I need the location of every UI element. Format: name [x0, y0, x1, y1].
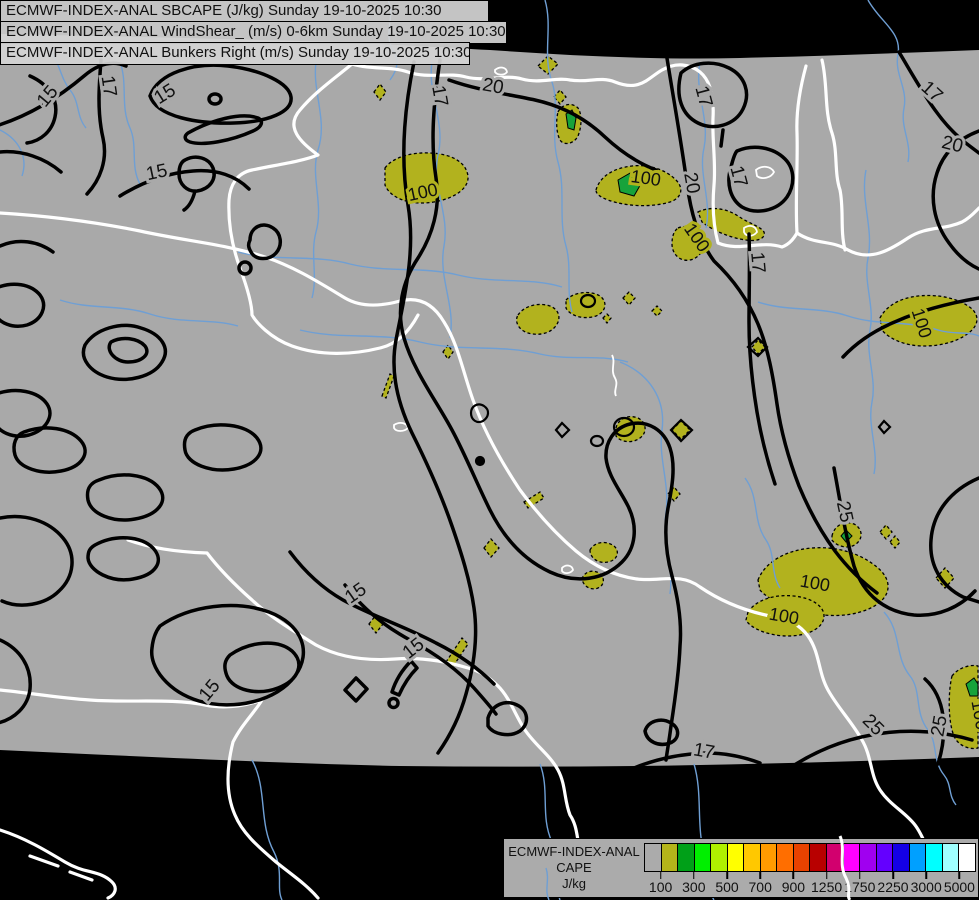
legend-tick-mark [659, 872, 662, 879]
legend-color-cell [645, 844, 662, 871]
windshear-contour-label: 17 [692, 739, 716, 763]
legend-parameter: CAPE [556, 860, 592, 875]
legend-color-cell [827, 844, 844, 871]
legend-tick-label: 300 [682, 879, 706, 895]
legend-color-cell [860, 844, 877, 871]
legend-color-cell [926, 844, 943, 871]
windshear-contour-label: 20 [481, 74, 505, 98]
legend-color-cell [893, 844, 910, 871]
legend-tick-label: 5000 [943, 879, 975, 895]
legend-color-cell [843, 844, 861, 871]
windshear-minor-rings [469, 293, 892, 467]
legend-color-cell [678, 844, 695, 871]
windshear-contour-label: 17 [97, 74, 121, 98]
legend-color-cell [744, 844, 761, 871]
legend-color-cell [694, 844, 712, 871]
legend-tick-label: 100 [648, 879, 673, 895]
legend-tick-mark [958, 872, 961, 879]
windshear-contour-label: 15 [144, 160, 169, 185]
legend-tick-label: 700 [748, 879, 772, 895]
legend-ticks: 100 300 500 700 900 1250 1750 2250 3000 5000 [644, 872, 976, 896]
legend-color-cell [942, 844, 960, 871]
legend-tick-mark [925, 872, 927, 879]
legend-color-cell [876, 844, 894, 871]
windshear-contour-label: 17 [427, 84, 451, 108]
legend-color-cell [661, 844, 679, 871]
windshear-contour-label: 20 [679, 171, 703, 195]
legend-tick-mark [759, 872, 761, 879]
cape-legend: ECMWF-INDEX-ANAL CAPE J/kg 100 300 500 700 9… [503, 838, 979, 898]
legend-colorbar [644, 843, 976, 872]
legend-tick-mark [859, 872, 861, 879]
legend-tick-mark [825, 872, 828, 879]
legend-tick-mark [693, 872, 695, 879]
legend-color-cell [727, 844, 745, 871]
legend-tick-label: 500 [715, 879, 739, 895]
windshear-contour-label: 25 [832, 499, 857, 524]
cape-contour-label: 100 [630, 166, 663, 190]
legend-color-cell [711, 844, 728, 871]
legend-tick-mark [892, 872, 894, 879]
legend-color-cell [777, 844, 794, 871]
title-line-sbcape: ECMWF-INDEX-ANAL SBCAPE (J/kg) Sunday 19… [0, 0, 489, 23]
legend-color-cell [793, 844, 811, 871]
legend-title-block: ECMWF-INDEX-ANAL CAPE J/kg [504, 844, 644, 892]
title-line-bunkers: ECMWF-INDEX-ANAL Bunkers Right (m/s) Sun… [0, 42, 470, 65]
cape-regions [368, 55, 979, 750]
legend-tick-label: 900 [781, 879, 806, 895]
legend-color-cell [909, 844, 927, 871]
title-line-windshear: ECMWF-INDEX-ANAL WindShear_ (m/s) 0-6km … [0, 21, 507, 44]
legend-tick-label: 3000 [910, 879, 942, 895]
legend-units: J/kg [562, 876, 586, 891]
windshear-contour-label: 17 [746, 251, 769, 274]
legend-tick-label: 2250 [877, 879, 909, 895]
windshear-contour-label: 25 [927, 714, 951, 738]
legend-model-name: ECMWF-INDEX-ANAL [508, 844, 640, 859]
legend-color-cell [959, 844, 975, 871]
legend-tick-mark [792, 872, 795, 879]
legend-tick-label: 1750 [844, 879, 876, 895]
legend-tick-mark [726, 872, 728, 879]
legend-color-cell [760, 844, 778, 871]
legend-tick-label: 1250 [811, 879, 843, 895]
legend-color-cell [810, 844, 828, 871]
